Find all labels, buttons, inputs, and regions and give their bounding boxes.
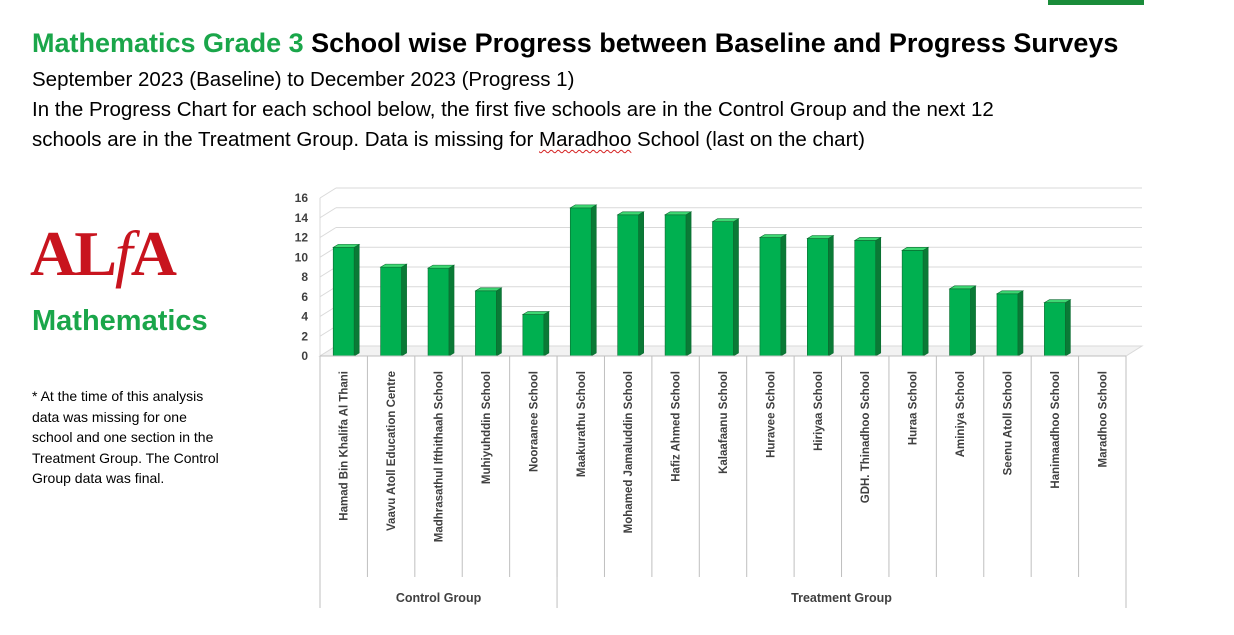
bar-side (1065, 299, 1071, 357)
bar-top (948, 285, 977, 290)
page-title: Mathematics Grade 3 School wise Progress… (32, 28, 1118, 59)
logo-subtitle: Mathematics (32, 305, 208, 337)
bar-side (922, 246, 929, 357)
y-tick-label: 12 (295, 231, 309, 245)
group-label: Control Group (396, 591, 482, 605)
bar-side (970, 285, 976, 357)
logo-part-al: AL (30, 218, 117, 289)
bar-side (543, 310, 550, 357)
gridline-side (319, 227, 337, 238)
category-label: Madhrasathul Ifthithaah School (434, 371, 446, 542)
bar-top (711, 218, 740, 222)
bar-top (664, 211, 693, 216)
bar-top (379, 263, 408, 268)
bar (475, 290, 497, 357)
title-subject: Mathematics Grade 3 (32, 28, 304, 58)
bar-top (474, 287, 503, 292)
logo-part-f: f (114, 218, 133, 289)
footnote: * At the time of this analysis data was … (32, 388, 219, 486)
bar (617, 214, 639, 357)
bar-side (401, 263, 407, 357)
bar-side (685, 211, 692, 357)
subtitle-description-2b: School (last on the chart) (631, 128, 865, 151)
bar-top (616, 211, 645, 216)
bar-top (521, 311, 550, 315)
y-tick-label: 14 (295, 211, 309, 225)
bar (854, 240, 877, 357)
bar-side (875, 236, 882, 357)
bar-side (638, 211, 644, 357)
bar-side (780, 233, 787, 357)
bar-top (758, 234, 787, 238)
group-label: Treatment Group (791, 591, 892, 605)
category-label: GDH. Thinadhoo School (860, 371, 872, 503)
category-label: Muhiyuhddin School (481, 371, 493, 484)
bar (807, 238, 829, 357)
y-tick-label: 6 (301, 290, 308, 304)
logo-part-a: A (130, 218, 177, 289)
title-rest: School wise Progress between Baseline an… (311, 28, 1119, 58)
bar-top (853, 237, 882, 241)
category-label: Maakurathu School (576, 371, 588, 477)
category-label: Hafiz Ahmed School (671, 371, 683, 482)
y-tick-label: 8 (301, 270, 308, 284)
bar (1044, 302, 1066, 357)
y-tick-label: 2 (301, 329, 308, 343)
bar-side (448, 264, 455, 357)
bar-top (426, 264, 456, 269)
subtitle-dates: September 2023 (Baseline) to December 20… (32, 68, 575, 91)
category-label: Vaavu Atoll Education Centre (386, 371, 398, 531)
category-label: Maradhoo School (1097, 371, 1109, 467)
category-label: Aminiya School (955, 371, 967, 457)
bar (664, 214, 687, 357)
bar-side (353, 243, 360, 357)
bar-top (1043, 299, 1072, 303)
bar-top (995, 290, 1025, 295)
bar (427, 267, 450, 357)
y-tick-label: 10 (295, 250, 309, 264)
subtitle-maradhoo-word: Maradhoo (539, 128, 632, 151)
category-label: Mohamed Jamaluddin School (623, 371, 635, 533)
category-label: Hanimaadhoo School (1050, 371, 1062, 489)
bar (332, 247, 355, 357)
bar (996, 293, 1019, 357)
bar-top (901, 247, 930, 251)
gridline-side (319, 207, 337, 219)
bar-side (1017, 290, 1024, 357)
subtitle-description-1: In the Progress Chart for each school be… (32, 98, 994, 121)
bar-side (733, 218, 739, 357)
bar (949, 288, 971, 357)
category-label: Hamad Bin Khalifa Al Thani (339, 371, 351, 521)
gridline-side (319, 187, 337, 199)
category-label: Huraa School (908, 371, 920, 445)
bar (712, 221, 734, 357)
alfa-logo: ALfA (30, 222, 177, 286)
subtitle-description-2a: schools are in the Treatment Group. Data… (32, 128, 540, 151)
subtitle-description-2: schools are in the Treatment Group. Data… (32, 128, 865, 152)
bar-side (496, 287, 502, 357)
bar-side (590, 204, 597, 357)
y-tick-label: 16 (295, 191, 309, 205)
bar-side (828, 234, 834, 357)
bar-top (569, 204, 598, 209)
bar (522, 314, 545, 357)
category-label: Nooraanee School (528, 371, 540, 472)
bar-top (806, 235, 835, 239)
category-label: Seenu Atoll School (1002, 371, 1014, 475)
category-label: Kalaafaanu School (718, 371, 730, 474)
y-tick-label: 0 (301, 349, 308, 363)
top-accent-bar (1048, 0, 1144, 5)
bar (759, 237, 782, 357)
bar-top (332, 244, 361, 248)
bar (901, 250, 924, 357)
y-tick-label: 4 (301, 310, 308, 324)
category-label: Huravee School (765, 371, 777, 458)
bar (380, 266, 402, 357)
bar (569, 207, 592, 357)
category-label: Hiriyaa School (813, 371, 825, 451)
